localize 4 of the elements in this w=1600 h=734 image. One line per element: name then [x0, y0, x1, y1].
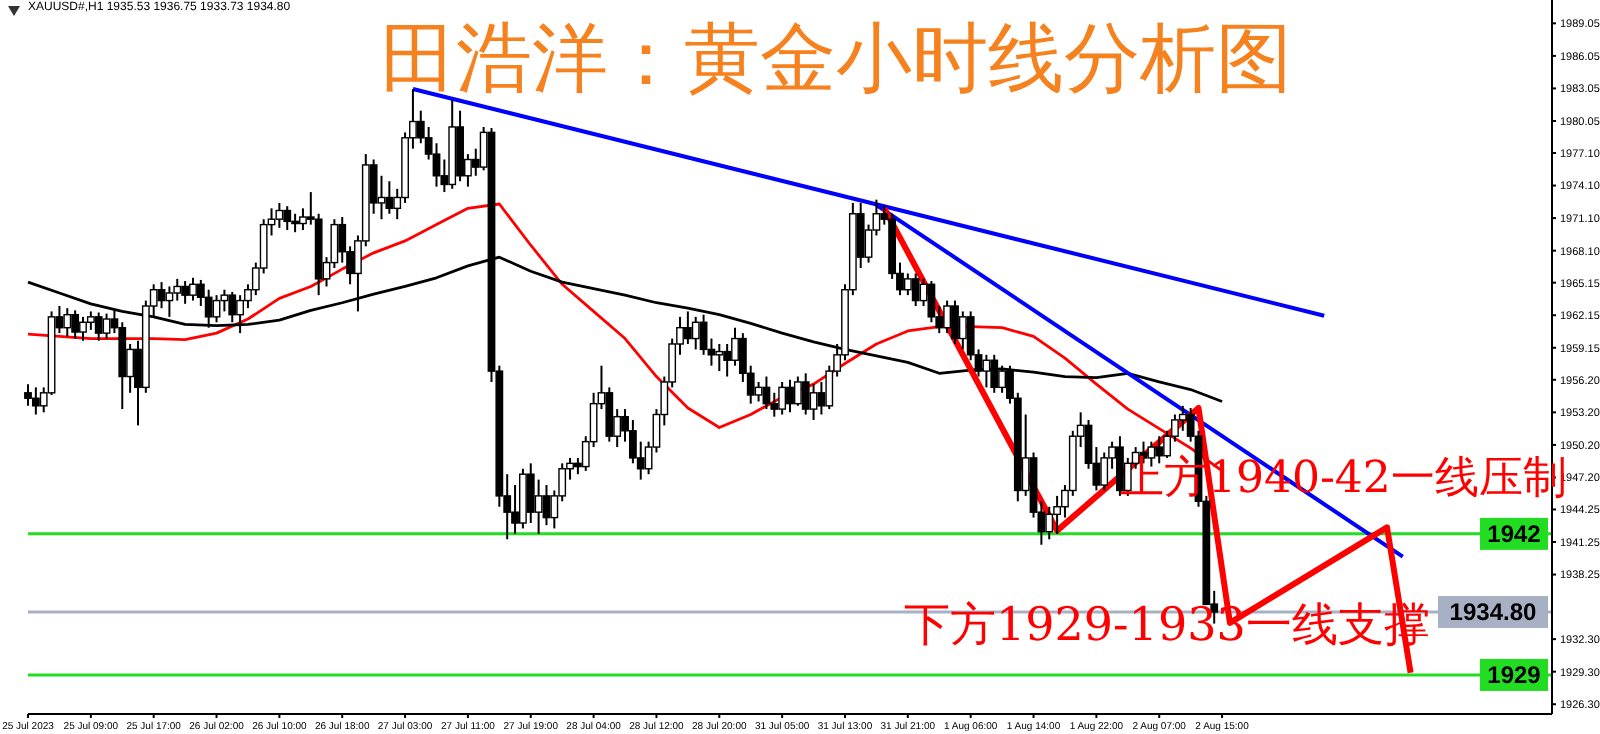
ref-line-label: 1929 — [1487, 660, 1542, 689]
chart-title: 田浩洋：黄金小时线分析图 — [380, 14, 1292, 102]
ref-line-label: 1934.80 — [1449, 598, 1538, 626]
ref-line-label: 1942 — [1487, 519, 1542, 548]
